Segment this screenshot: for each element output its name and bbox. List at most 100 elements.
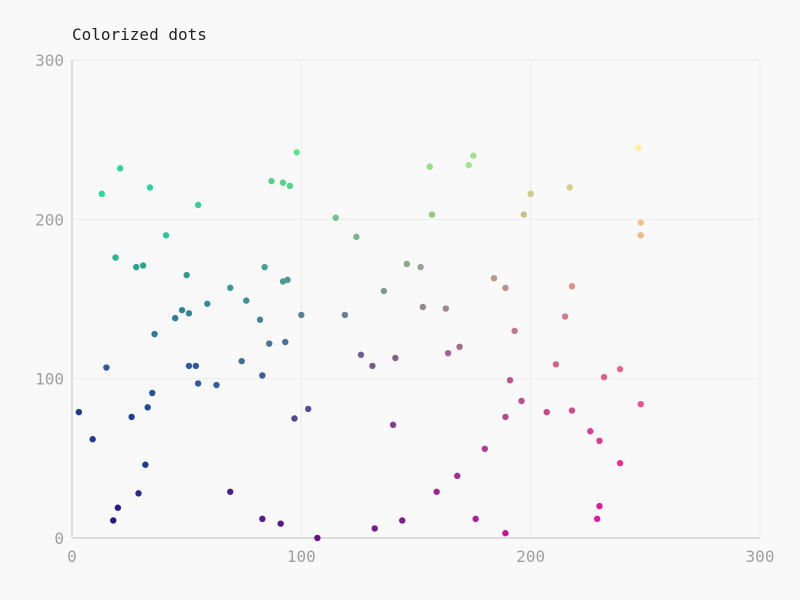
- scatter-point: [616, 459, 624, 467]
- scatter-point: [637, 219, 644, 226]
- scatter-point: [261, 263, 268, 271]
- scatter-point: [194, 380, 202, 387]
- scatter-point: [392, 354, 399, 362]
- scatter-point: [568, 407, 576, 414]
- scatter-point: [417, 263, 424, 271]
- scatter-point: [178, 306, 186, 314]
- scatter-point: [286, 182, 294, 190]
- scatter-point: [256, 316, 264, 323]
- scatter-point: [172, 314, 179, 322]
- scatter-point: [357, 351, 365, 358]
- scatter-point: [454, 472, 461, 480]
- scatter-point: [456, 343, 463, 350]
- scatter-point: [332, 214, 339, 221]
- scatter-point: [568, 283, 576, 290]
- scatter-point: [185, 362, 193, 370]
- scatter-point: [151, 330, 158, 338]
- scatter-point: [465, 161, 472, 169]
- scatter-point: [371, 525, 378, 532]
- scatter-point: [144, 404, 151, 411]
- scatter-point: [149, 389, 156, 397]
- scatter-point: [194, 201, 202, 209]
- scatter-point: [369, 362, 376, 370]
- scatter-point: [135, 490, 142, 497]
- scatter-point: [110, 517, 117, 524]
- scatter-point: [600, 373, 608, 381]
- scatter-point: [635, 144, 642, 151]
- scatter-point: [75, 408, 83, 416]
- scatter-point: [470, 152, 477, 159]
- x-tick-label: 100: [287, 547, 316, 566]
- scatter-point: [593, 515, 601, 523]
- scatter-point: [213, 381, 220, 389]
- chart-title: Colorized dots: [72, 25, 207, 44]
- scatter-point: [162, 232, 170, 239]
- scatter-point: [142, 461, 149, 468]
- scatter-point: [506, 377, 514, 384]
- scatter-point: [204, 300, 211, 307]
- scatter-point: [98, 190, 106, 198]
- scatter-point: [128, 413, 135, 421]
- scatter-point: [502, 284, 509, 292]
- scatter-point: [268, 177, 275, 185]
- scatter-point: [637, 400, 644, 408]
- scatter-point: [520, 211, 527, 218]
- scatter-point: [238, 357, 245, 365]
- scatter-point: [103, 364, 110, 371]
- scatter-point: [284, 276, 291, 284]
- scatter-point: [291, 415, 298, 422]
- scatter-point: [637, 232, 644, 239]
- scatter-point: [133, 263, 140, 271]
- axes: [71, 60, 760, 539]
- scatter-point: [279, 179, 287, 186]
- y-tick-label: 100: [35, 370, 64, 389]
- scatter-point: [227, 284, 234, 292]
- scatter-point: [282, 338, 289, 346]
- scatter-point: [399, 517, 406, 524]
- scatter-point: [389, 421, 397, 429]
- scatter-point: [305, 405, 312, 413]
- scatter-point: [527, 190, 534, 198]
- scatter-point: [481, 445, 488, 452]
- data-points: [75, 144, 644, 542]
- scatter-point: [511, 327, 518, 335]
- scatter-point: [419, 303, 427, 311]
- scatter-point: [227, 488, 234, 495]
- y-tick-label: 0: [54, 529, 64, 548]
- scatter-point: [596, 437, 603, 445]
- tick-labels: 0 100 200 300 0 100 200 300: [35, 51, 774, 566]
- scatter-point: [561, 313, 569, 320]
- scatter-point: [266, 340, 273, 347]
- scatter-point: [518, 397, 525, 405]
- scatter-point: [116, 165, 124, 172]
- scatter-point: [444, 349, 452, 357]
- scatter-point: [139, 262, 147, 269]
- scatter-point: [380, 287, 388, 295]
- scatter-point: [192, 362, 200, 370]
- grid-lines: [72, 59, 761, 538]
- x-tick-label: 0: [67, 547, 77, 566]
- scatter-point: [403, 260, 411, 268]
- scatter-point: [112, 254, 119, 261]
- scatter-point: [616, 365, 624, 373]
- scatter-point: [114, 504, 122, 511]
- scatter-point: [552, 361, 560, 368]
- x-tick-label: 200: [516, 547, 545, 566]
- scatter-point: [472, 515, 479, 523]
- scatter-point: [442, 305, 450, 312]
- scatter-point: [353, 233, 360, 241]
- scatter-point: [243, 297, 250, 304]
- scatter-point: [277, 520, 284, 527]
- scatter-point: [433, 488, 440, 495]
- scatter-point: [259, 372, 266, 379]
- scatter-point: [314, 534, 321, 542]
- scatter-point: [502, 530, 509, 537]
- scatter-point: [490, 275, 498, 282]
- x-tick-label: 300: [746, 547, 775, 566]
- scatter-point: [89, 436, 96, 443]
- scatter-point: [293, 149, 300, 156]
- scatter-point: [298, 311, 305, 319]
- scatter-point: [185, 310, 193, 317]
- scatter-point: [502, 413, 509, 421]
- y-tick-label: 200: [35, 210, 64, 229]
